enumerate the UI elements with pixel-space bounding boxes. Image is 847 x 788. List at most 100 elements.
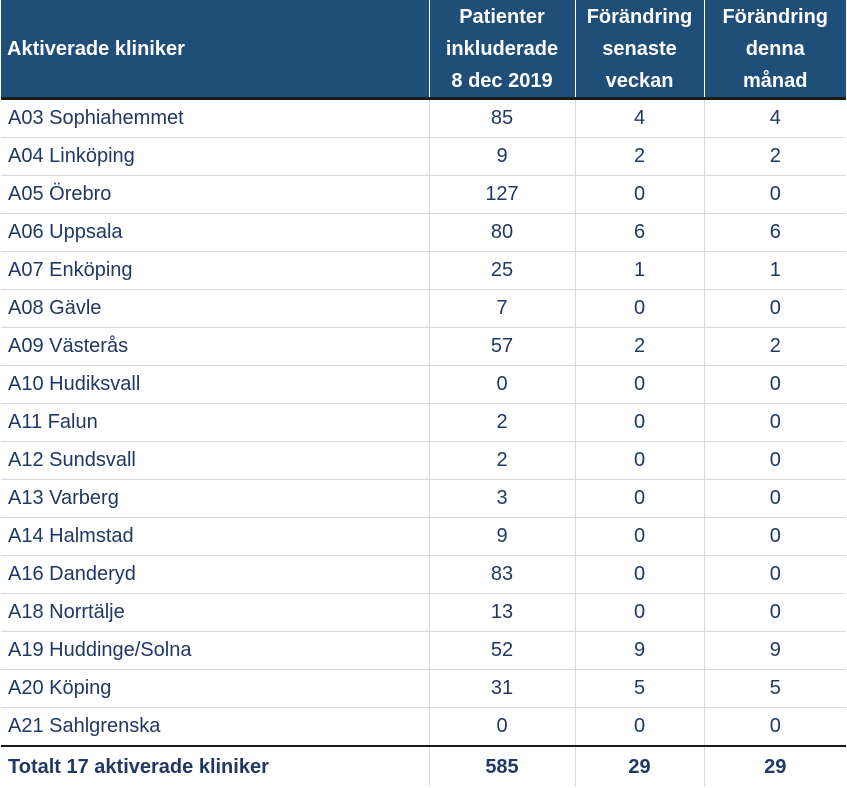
month-change-cell: 1 [704, 251, 846, 290]
clinic-name-cell: A19 Huddinge/Solna [1, 631, 430, 670]
included-cell: 13 [429, 593, 576, 632]
table-row: A20 Köping 31 5 5 [1, 669, 846, 708]
clinic-name-cell: A09 Västerås [1, 327, 430, 366]
header-month-line: denna [745, 37, 805, 60]
table-row: A16 Danderyd 83 0 0 [1, 555, 846, 594]
week-change-cell: 0 [575, 403, 705, 442]
table-row: A14 Halmstad 9 0 0 [1, 517, 846, 556]
clinic-name-cell: A13 Varberg [1, 479, 430, 518]
table-row: A03 Sophiahemmet 85 4 4 [1, 98, 846, 138]
included-cell: 31 [429, 669, 576, 708]
header-week-line: Förändring [586, 5, 693, 28]
table-body: A03 Sophiahemmet 85 4 4 A04 Linköping 9 … [1, 98, 846, 747]
header-clinic: Aktiverade kliniker [1, 0, 430, 100]
week-change-cell: 0 [575, 517, 705, 556]
included-cell: 2 [429, 441, 576, 480]
week-change-cell: 6 [575, 213, 705, 252]
header-included: Patienter inkluderade 8 dec 2019 [429, 0, 576, 100]
week-change-cell: 0 [575, 289, 705, 328]
table-row: A18 Norrtälje 13 0 0 [1, 593, 846, 632]
table-row: A21 Sahlgrenska 0 0 0 [1, 707, 846, 747]
month-change-cell: 0 [704, 479, 846, 518]
month-change-cell: 6 [704, 213, 846, 252]
week-change-cell: 0 [575, 593, 705, 632]
month-change-cell: 0 [704, 593, 846, 632]
week-change-cell: 4 [575, 98, 705, 138]
month-change-cell: 0 [704, 441, 846, 480]
header-included-line: 8 dec 2019 [451, 69, 553, 92]
clinic-name-cell: A21 Sahlgrenska [1, 707, 430, 747]
clinic-name-cell: A12 Sundsvall [1, 441, 430, 480]
header-week-line: senaste [602, 37, 677, 60]
clinic-name-cell: A07 Enköping [1, 251, 430, 290]
table-row: A11 Falun 2 0 0 [1, 403, 846, 442]
week-change-cell: 0 [575, 365, 705, 404]
table-row: A07 Enköping 25 1 1 [1, 251, 846, 290]
included-cell: 9 [429, 517, 576, 556]
clinic-name-cell: A18 Norrtälje [1, 593, 430, 632]
header-month-change: Förändring denna månad [704, 0, 846, 100]
week-change-cell: 9 [575, 631, 705, 670]
total-included: 585 [429, 745, 576, 787]
clinic-name-cell: A05 Örebro [1, 175, 430, 214]
clinic-name-cell: A20 Köping [1, 669, 430, 708]
month-change-cell: 4 [704, 98, 846, 138]
month-change-cell: 0 [704, 403, 846, 442]
month-change-cell: 0 [704, 555, 846, 594]
week-change-cell: 0 [575, 479, 705, 518]
month-change-cell: 5 [704, 669, 846, 708]
month-change-cell: 9 [704, 631, 846, 670]
clinic-name-cell: A04 Linköping [1, 137, 430, 176]
header-week-change: Förändring senaste veckan [575, 0, 705, 100]
included-cell: 127 [429, 175, 576, 214]
total-row: Totalt 17 aktiverade kliniker 585 29 29 [1, 745, 846, 787]
included-cell: 80 [429, 213, 576, 252]
header-week-line: veckan [605, 69, 674, 92]
header-month-line: månad [743, 69, 808, 92]
month-change-cell: 0 [704, 289, 846, 328]
included-cell: 0 [429, 365, 576, 404]
month-change-cell: 0 [704, 365, 846, 404]
included-cell: 57 [429, 327, 576, 366]
table-row: A09 Västerås 57 2 2 [1, 327, 846, 366]
week-change-cell: 5 [575, 669, 705, 708]
week-change-cell: 0 [575, 707, 705, 747]
week-change-cell: 0 [575, 175, 705, 214]
clinic-name-cell: A14 Halmstad [1, 517, 430, 556]
included-cell: 0 [429, 707, 576, 747]
week-change-cell: 0 [575, 441, 705, 480]
week-change-cell: 0 [575, 555, 705, 594]
table-row: A04 Linköping 9 2 2 [1, 137, 846, 176]
month-change-cell: 2 [704, 327, 846, 366]
clinic-name-cell: A11 Falun [1, 403, 430, 442]
table-row: A06 Uppsala 80 6 6 [1, 213, 846, 252]
included-cell: 9 [429, 137, 576, 176]
table-row: A19 Huddinge/Solna 52 9 9 [1, 631, 846, 670]
clinic-name-cell: A10 Hudiksvall [1, 365, 430, 404]
header-included-line: Patienter [459, 5, 545, 28]
clinic-name-cell: A03 Sophiahemmet [1, 98, 430, 138]
table-row: A12 Sundsvall 2 0 0 [1, 441, 846, 480]
total-label: Totalt 17 aktiverade kliniker [1, 745, 430, 787]
included-cell: 2 [429, 403, 576, 442]
month-change-cell: 0 [704, 175, 846, 214]
clinic-name-cell: A06 Uppsala [1, 213, 430, 252]
clinic-name-cell: A16 Danderyd [1, 555, 430, 594]
included-cell: 83 [429, 555, 576, 594]
included-cell: 85 [429, 98, 576, 138]
included-cell: 52 [429, 631, 576, 670]
total-month-change: 29 [704, 745, 846, 787]
total-week-change: 29 [575, 745, 705, 787]
table-row: A08 Gävle 7 0 0 [1, 289, 846, 328]
header-row: Aktiverade kliniker Patienter inkluderad… [1, 0, 846, 100]
table-row: A10 Hudiksvall 0 0 0 [1, 365, 846, 404]
month-change-cell: 2 [704, 137, 846, 176]
included-cell: 3 [429, 479, 576, 518]
table-row: A05 Örebro 127 0 0 [1, 175, 846, 214]
week-change-cell: 2 [575, 327, 705, 366]
header-month-line: Förändring [722, 5, 829, 28]
month-change-cell: 0 [704, 707, 846, 747]
included-cell: 7 [429, 289, 576, 328]
table-row: A13 Varberg 3 0 0 [1, 479, 846, 518]
